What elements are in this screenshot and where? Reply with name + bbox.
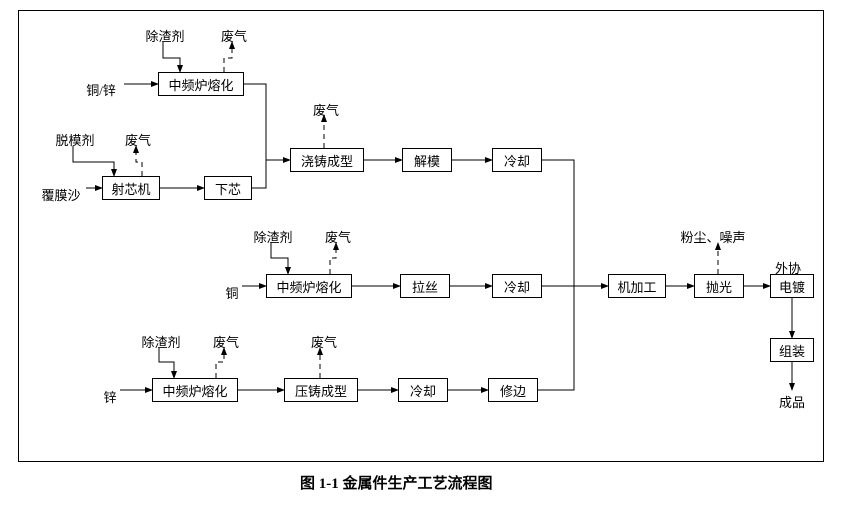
node-box_cool2: 冷却 <box>492 274 542 298</box>
label-lbl_gas5: 废气 <box>208 332 244 351</box>
label-lbl_sand: 覆膜沙 <box>36 185 86 204</box>
node-box_lasi: 拉丝 <box>400 274 450 298</box>
label-lbl_gas3: 废气 <box>308 100 344 119</box>
node-box_xiubian: 修边 <box>488 378 538 402</box>
label-lbl_dust: 粉尘、噪声 <box>668 227 758 246</box>
node-box_jiemo: 解模 <box>402 148 452 172</box>
node-box_yazhu: 压铸成型 <box>284 378 358 402</box>
label-lbl_gas2: 废气 <box>120 130 156 149</box>
label-lbl_gas6: 废气 <box>306 332 342 351</box>
label-lbl_slag1: 除渣剂 <box>140 26 190 45</box>
node-box_cool1: 冷却 <box>492 148 542 172</box>
node-box_melt1: 中频炉熔化 <box>158 72 244 96</box>
label-lbl_gas4: 废气 <box>320 227 356 246</box>
node-box_melt2: 中频炉熔化 <box>266 274 352 298</box>
node-box_shexin: 射芯机 <box>102 176 160 200</box>
label-lbl_cuzn: 铜/锌 <box>78 80 124 99</box>
figure-caption: 图 1-1 金属件生产工艺流程图 <box>300 472 493 493</box>
label-lbl_chengpin: 成品 <box>774 392 810 411</box>
node-box_melt3: 中频炉熔化 <box>152 378 238 402</box>
node-box_machine: 机加工 <box>608 274 666 298</box>
label-lbl_slag3: 除渣剂 <box>136 332 186 351</box>
label-lbl_zn: 锌 <box>100 387 120 406</box>
node-box_plate: 电镀 <box>770 274 814 298</box>
label-lbl_gas1: 废气 <box>216 26 252 45</box>
node-box_cast: 浇铸成型 <box>290 148 364 172</box>
label-lbl_release: 脱模剂 <box>50 130 100 149</box>
label-lbl_slag2: 除渣剂 <box>248 227 298 246</box>
node-box_cool3: 冷却 <box>398 378 448 402</box>
node-box_xiaxin: 下芯 <box>204 176 252 200</box>
node-box_zuzhuang: 组装 <box>770 338 814 362</box>
node-box_polish: 抛光 <box>694 274 744 298</box>
label-lbl_cu: 铜 <box>222 283 242 302</box>
